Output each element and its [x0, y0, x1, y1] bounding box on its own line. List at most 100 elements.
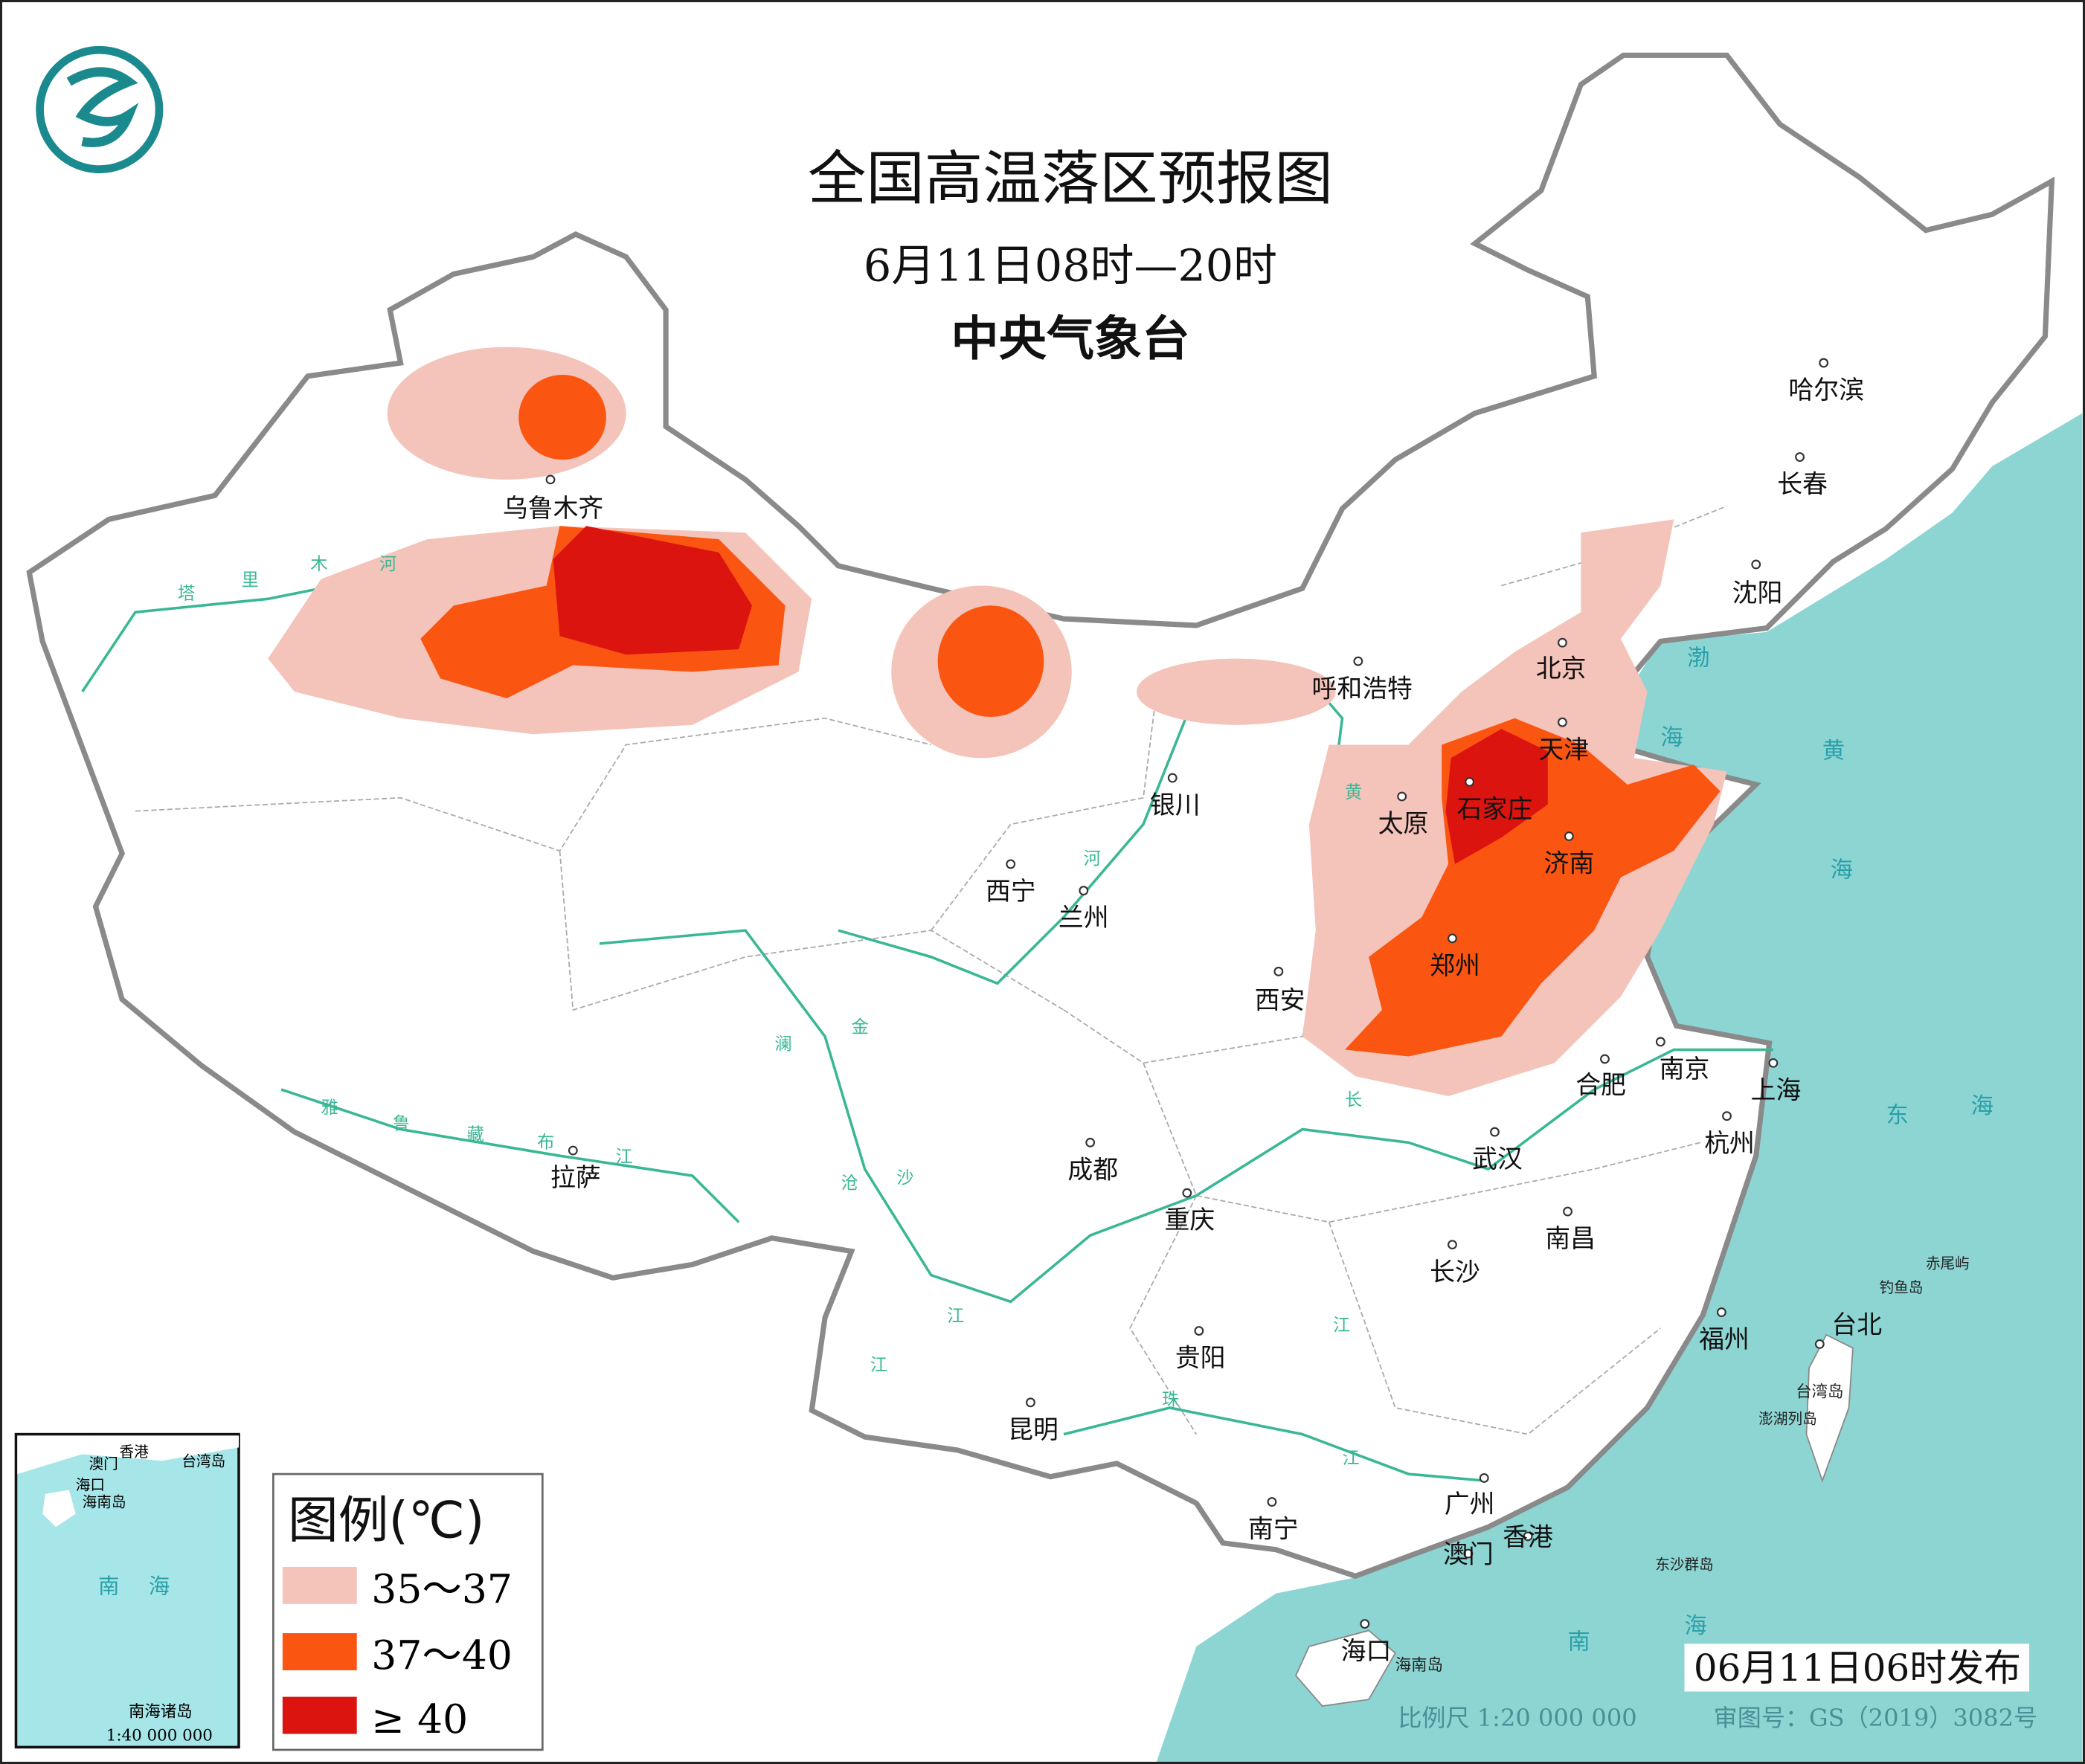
inset-label: 台湾岛 — [181, 1452, 225, 1470]
city-dot — [1558, 717, 1567, 727]
city-label: 香港 — [1503, 1522, 1553, 1551]
taiwan-island — [1805, 1333, 1854, 1483]
city-dot — [1273, 966, 1284, 976]
issued-time: 06月11日06时发布 — [1694, 1646, 2021, 1690]
river-label: 长 — [1345, 1089, 1362, 1110]
city-dot — [1819, 358, 1829, 368]
river-label: 鲁 — [393, 1114, 410, 1134]
city-dot — [1167, 773, 1178, 783]
city-label: 武汉 — [1472, 1145, 1523, 1174]
city-dot — [1194, 1326, 1204, 1336]
city-label: 太原 — [1378, 809, 1429, 838]
island-label: 海南岛 — [1395, 1656, 1443, 1675]
river-label: 珠 — [1162, 1389, 1179, 1409]
city-label: 福州 — [1699, 1325, 1750, 1354]
map-approval-number: 审图号：GS（2019）3082号 — [1714, 1704, 2037, 1732]
cma-logo — [36, 45, 164, 174]
heat-zone — [1445, 729, 1548, 864]
city-label: 天津 — [1538, 735, 1589, 764]
inset-scale: 1:40 000 000 — [106, 1726, 213, 1745]
city-dot — [1006, 859, 1016, 869]
city-label: 济南 — [1543, 849, 1594, 878]
island-label: 台湾岛 — [1796, 1383, 1843, 1402]
city-dot — [1479, 1473, 1489, 1483]
river-label: 江 — [1342, 1448, 1359, 1468]
island-label: 钓鱼岛 — [1880, 1279, 1924, 1296]
legend-label: ≥ 40 — [371, 1696, 468, 1742]
city-label: 长春 — [1777, 470, 1828, 499]
city-dot — [1751, 559, 1761, 570]
sea-label: 海 — [1971, 1093, 1994, 1119]
city-dot — [1397, 791, 1407, 802]
city-label: 广州 — [1445, 1490, 1495, 1519]
city-label: 南宁 — [1248, 1515, 1299, 1544]
city-label: 北京 — [1536, 654, 1587, 683]
inset-label: 海 — [149, 1574, 170, 1599]
city-dot — [1267, 1497, 1277, 1507]
city-label: 南昌 — [1545, 1224, 1596, 1253]
city-dot — [1360, 1619, 1370, 1629]
sea-label: 南 — [1568, 1629, 1590, 1655]
river-label: 江 — [870, 1355, 887, 1375]
city-dot — [1563, 1206, 1572, 1217]
city-dot — [1182, 1188, 1192, 1198]
city-label: 上海 — [1751, 1076, 1802, 1105]
city-dot — [1722, 1111, 1732, 1121]
city-dot — [1448, 1240, 1457, 1250]
agency: 中央气象台 — [951, 311, 1190, 367]
inset-label: 香港 — [120, 1443, 150, 1461]
island-label: 澎湖列岛 — [1758, 1410, 1816, 1427]
legend-swatch-35-37 — [282, 1566, 357, 1604]
city-label: 海口 — [1341, 1637, 1392, 1666]
river-label: 河 — [379, 554, 396, 574]
sea-label: 东 — [1886, 1103, 1908, 1129]
city-dot — [1463, 1548, 1474, 1559]
sea-label: 黄 — [1822, 738, 1845, 764]
city-label: 石家庄 — [1457, 795, 1533, 824]
city-label: 银川 — [1150, 791, 1201, 820]
city-dot — [545, 474, 556, 485]
river-label: 藏 — [467, 1124, 484, 1145]
city-label: 乌鲁木齐 — [503, 494, 603, 523]
legend-label: 35～37 — [371, 1565, 513, 1612]
city-label: 长沙 — [1430, 1258, 1480, 1287]
pearl-river — [1063, 1406, 1485, 1482]
time-range: 6月11日08时—20时 — [864, 239, 1277, 291]
city-label: 哈尔滨 — [1788, 376, 1864, 405]
river-label: 木 — [310, 554, 327, 574]
city-dot — [1448, 933, 1457, 944]
hainan-island — [1294, 1629, 1396, 1707]
island-label: 赤尾屿 — [1926, 1255, 1970, 1272]
river-label: 河 — [1084, 849, 1101, 869]
river-label: 沧 — [841, 1174, 858, 1194]
city-dot — [1814, 1339, 1825, 1349]
sea-label: 渤 — [1687, 645, 1709, 671]
map-title: 全国高温落区预报图 — [808, 144, 1333, 213]
sea-label: 海 — [1684, 1613, 1706, 1639]
city-dot — [1085, 1137, 1096, 1147]
inset-label: 南海诸岛 — [129, 1702, 192, 1721]
city-label: 合肥 — [1575, 1070, 1626, 1099]
city-label: 西宁 — [986, 877, 1036, 906]
island-label: 东沙群岛 — [1655, 1556, 1713, 1573]
city-label: 台北 — [1831, 1310, 1882, 1339]
city-label: 重庆 — [1165, 1205, 1215, 1235]
heat-zone — [1137, 658, 1336, 725]
city-dot — [1079, 886, 1089, 896]
city-label: 西安 — [1255, 985, 1305, 1014]
city-label: 成都 — [1067, 1155, 1118, 1184]
city-dot — [1768, 1058, 1779, 1068]
river-label: 沙 — [896, 1168, 913, 1188]
city-dot — [1490, 1127, 1500, 1137]
inset-label: 海南岛 — [83, 1494, 126, 1511]
yarlung-river — [280, 1088, 740, 1223]
river-label: 布 — [537, 1132, 554, 1152]
river-label: 里 — [242, 570, 259, 590]
inset-label: 澳门 — [89, 1455, 118, 1472]
city-dot — [1026, 1397, 1035, 1408]
